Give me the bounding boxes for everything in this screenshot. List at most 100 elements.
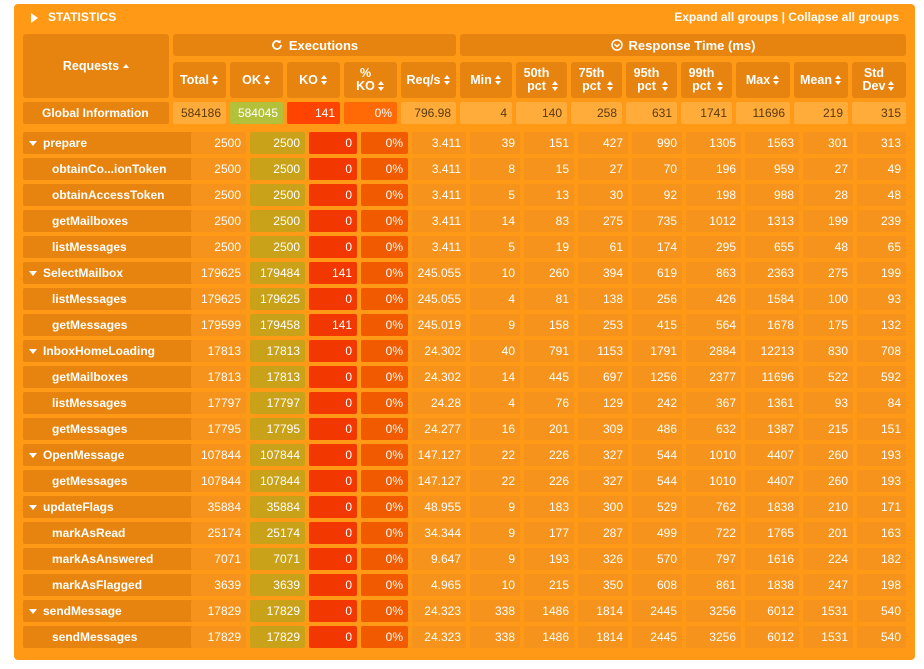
group-name-cell[interactable]: updateFlags: [23, 496, 195, 518]
p99-cell: 198: [686, 184, 741, 206]
min-cell: 10: [470, 262, 520, 284]
p95-cell: 619: [632, 262, 682, 284]
group-name-cell[interactable]: InboxHomeLoading: [23, 340, 195, 362]
global-name-cell: Global Information: [23, 102, 169, 124]
min-cell: 4: [470, 288, 520, 310]
group-name-cell[interactable]: prepare: [23, 132, 195, 154]
ko-cell: 141: [309, 262, 357, 284]
ko-percent-cell: 0%: [361, 340, 408, 362]
p75-cell: 326: [578, 548, 628, 570]
column-header-requests-label: Requests: [62, 58, 120, 73]
reqs-cell: 3.411: [412, 132, 466, 154]
sort-icon: [320, 75, 328, 85]
column-header-p95-line2: pct: [637, 79, 656, 93]
column-header-ok[interactable]: OK: [230, 62, 283, 98]
collapse-panel-icon[interactable]: [31, 13, 38, 23]
collapse-group-icon[interactable]: [29, 453, 37, 458]
std-dev-cell: 151: [857, 418, 906, 440]
ko-percent-cell: 0%: [361, 366, 408, 388]
column-header-p99[interactable]: 99th pct: [681, 62, 732, 98]
column-header-p95-line1: 95th: [633, 66, 660, 80]
request-name-cell[interactable]: sendMessages: [23, 626, 195, 648]
p50-cell: 226: [524, 444, 574, 466]
column-header-reqs[interactable]: Req/s: [401, 62, 456, 98]
column-header-ko[interactable]: KO: [287, 62, 340, 98]
column-header-requests[interactable]: Requests: [23, 34, 169, 98]
ok-cell: 17829: [250, 600, 305, 622]
p99-cell: 2377: [686, 366, 741, 388]
sort-icon: [662, 81, 669, 91]
column-header-min-label: Min: [470, 72, 492, 87]
ko-cell: 0: [309, 496, 357, 518]
column-header-p95[interactable]: 95th pct: [626, 62, 677, 98]
column-header-ko-percent[interactable]: % KO: [344, 62, 397, 98]
request-name-cell[interactable]: listMessages: [23, 288, 195, 310]
request-name-cell[interactable]: getMailboxes: [23, 366, 195, 388]
group-name-cell[interactable]: OpenMessage: [23, 444, 195, 466]
request-name-cell[interactable]: markAsFlagged: [23, 574, 195, 596]
ko-cell: 0: [309, 626, 357, 648]
total-cell: 7071: [191, 548, 246, 570]
p75-cell: 394: [578, 262, 628, 284]
mean-cell: 275: [803, 262, 853, 284]
ok-cell: 179625: [250, 288, 305, 310]
ko-cell: 0: [309, 574, 357, 596]
request-name-cell[interactable]: markAsRead: [23, 522, 195, 544]
p50-cell: 260: [524, 262, 574, 284]
p75-cell: 427: [578, 132, 628, 154]
request-name-cell[interactable]: listMessages: [23, 236, 195, 258]
column-header-max[interactable]: Max: [736, 62, 790, 98]
total-cell: 17829: [191, 626, 246, 648]
collapse-group-icon[interactable]: [29, 505, 37, 510]
column-header-mean[interactable]: Mean: [794, 62, 848, 98]
p99-cell: 3256: [686, 626, 741, 648]
ok-cell: 179484: [250, 262, 305, 284]
std-dev-cell: 48: [857, 184, 906, 206]
column-header-p75-line2: pct: [582, 79, 601, 93]
column-header-std-dev[interactable]: Std Dev: [852, 62, 906, 98]
collapse-all-groups-link[interactable]: Collapse all groups: [788, 10, 899, 24]
reqs-cell: 3.411: [412, 184, 466, 206]
ko-cell: 0: [309, 392, 357, 414]
expand-all-groups-link[interactable]: Expand all groups: [674, 10, 779, 24]
p50-cell: 193: [524, 548, 574, 570]
collapse-group-icon[interactable]: [29, 609, 37, 614]
request-name-cell[interactable]: getMessages: [23, 470, 195, 492]
min-cell: 22: [470, 444, 520, 466]
group-name-cell[interactable]: sendMessage: [23, 600, 195, 622]
p75-cell: 138: [578, 288, 628, 310]
std-dev-cell: 132: [857, 314, 906, 336]
p95-cell: 486: [632, 418, 682, 440]
p99-cell: 632: [686, 418, 741, 440]
request-name-cell[interactable]: markAsAnswered: [23, 548, 195, 570]
request-name-cell[interactable]: getMessages: [23, 418, 195, 440]
p50-cell: 19: [524, 236, 574, 258]
collapse-group-icon[interactable]: [29, 271, 37, 276]
column-header-p50[interactable]: 50th pct: [516, 62, 567, 98]
std-dev-cell: 313: [857, 132, 906, 154]
p50-cell: 791: [524, 340, 574, 362]
mean-cell: 1531: [803, 600, 853, 622]
ko-cell: 0: [309, 444, 357, 466]
collapse-group-icon[interactable]: [29, 141, 37, 146]
column-header-p75[interactable]: 75th pct: [571, 62, 622, 98]
reqs-cell: 48.955: [412, 496, 466, 518]
p50-cell: 83: [524, 210, 574, 232]
request-name-cell[interactable]: listMessages: [23, 392, 195, 414]
max-cell: 11696: [745, 366, 799, 388]
ko-percent-cell: 0%: [361, 548, 408, 570]
p99-cell: 1010: [686, 444, 741, 466]
collapse-group-icon[interactable]: [29, 349, 37, 354]
p99-cell: 367: [686, 392, 741, 414]
column-header-min[interactable]: Min: [460, 62, 512, 98]
request-name-cell[interactable]: obtainAccessToken: [23, 184, 195, 206]
p50-cell: 201: [524, 418, 574, 440]
p75-cell: 1153: [578, 340, 628, 362]
total-cell: 17795: [191, 418, 246, 440]
column-header-total[interactable]: Total: [173, 62, 226, 98]
group-name-cell[interactable]: SelectMailbox: [23, 262, 195, 284]
p75-cell: 27: [578, 158, 628, 180]
request-name-cell[interactable]: obtainCo...ionToken: [23, 158, 195, 180]
request-name-cell[interactable]: getMailboxes: [23, 210, 195, 232]
request-name-cell[interactable]: getMessages: [23, 314, 195, 336]
